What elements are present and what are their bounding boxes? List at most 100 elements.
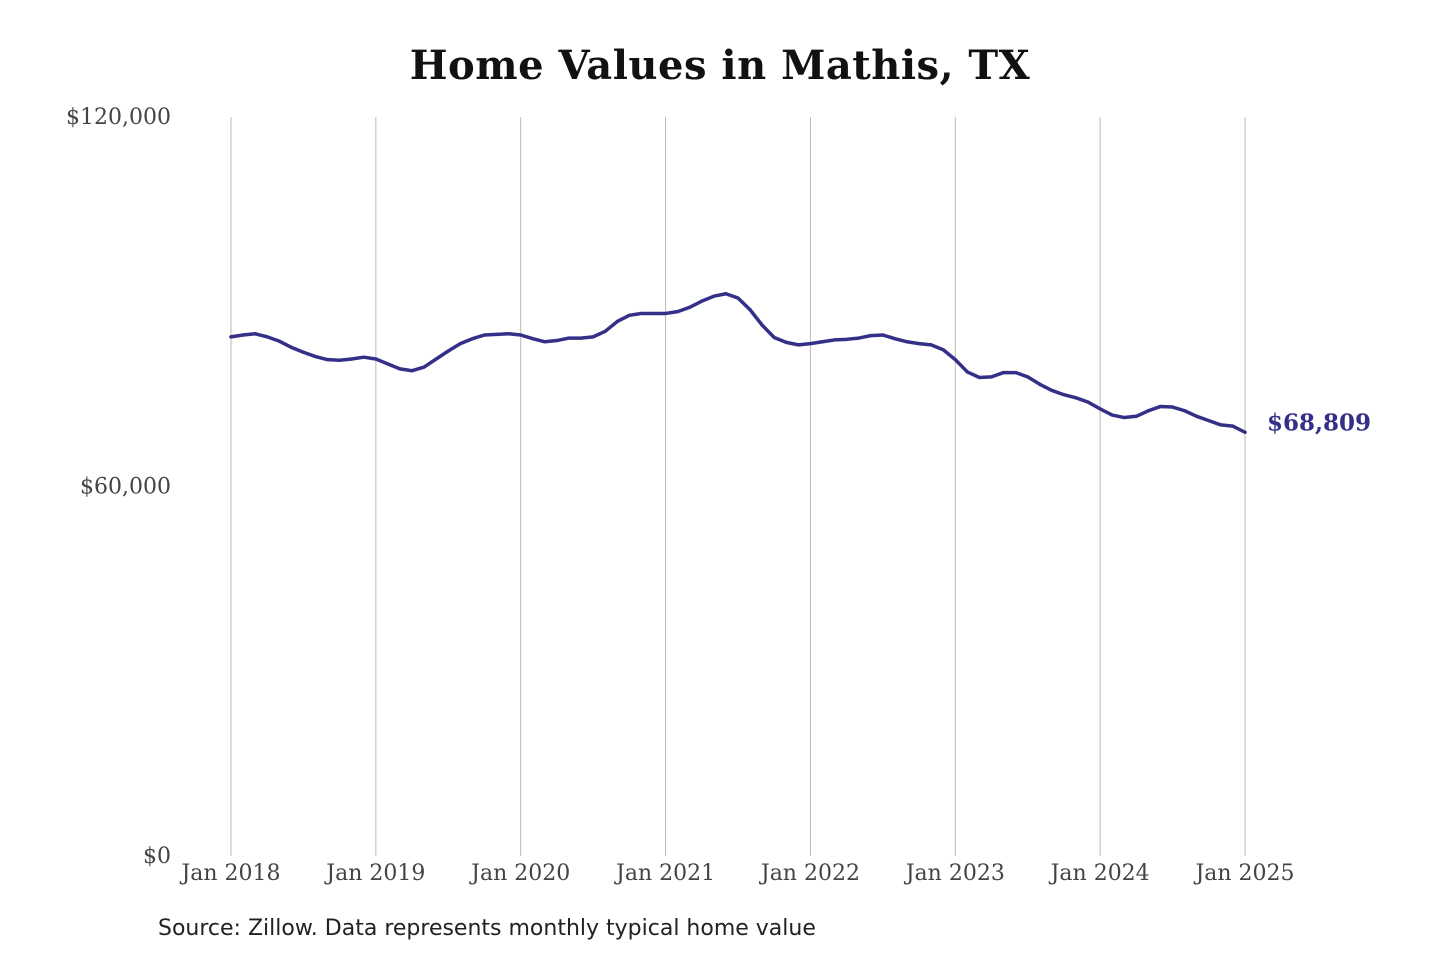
data-point — [688, 305, 692, 309]
data-point — [350, 357, 354, 361]
y-axis-tick-labels: $0 $60,000 $120,000 — [66, 105, 171, 869]
data-point — [494, 332, 499, 336]
series-line — [229, 291, 1247, 434]
data-point — [965, 370, 969, 374]
data-point — [579, 336, 583, 340]
data-point — [869, 334, 873, 338]
data-point — [941, 348, 945, 352]
data-point — [1231, 424, 1235, 428]
grid-lines — [230, 117, 1246, 856]
data-point — [977, 375, 982, 380]
data-point — [325, 358, 330, 362]
data-point — [615, 319, 619, 324]
data-point — [338, 358, 342, 362]
data-point — [1183, 409, 1187, 413]
data-point — [989, 375, 994, 379]
data-point — [676, 310, 680, 314]
data-point — [398, 367, 402, 371]
data-point — [507, 332, 511, 336]
data-point — [1038, 382, 1042, 386]
data-point — [446, 349, 450, 353]
data-point — [845, 337, 849, 341]
data-point — [519, 333, 523, 337]
data-point — [555, 338, 559, 343]
data-point — [808, 342, 813, 346]
data-point — [1026, 375, 1030, 379]
x-tick-label: Jan 2019 — [324, 861, 425, 886]
data-point — [301, 350, 306, 354]
data-point — [820, 340, 825, 344]
data-point — [1195, 414, 1199, 418]
data-point — [1134, 414, 1138, 418]
data-point — [700, 299, 704, 303]
data-point — [929, 343, 933, 347]
data-point — [289, 345, 293, 349]
data-point — [736, 296, 740, 300]
data-point — [796, 343, 800, 347]
data-point — [905, 340, 909, 344]
data-point — [1001, 370, 1006, 375]
data-point — [470, 337, 475, 341]
data-point — [627, 313, 631, 317]
data-point — [1062, 393, 1066, 397]
data-point — [1098, 407, 1102, 411]
data-point — [265, 335, 269, 339]
data-point — [760, 323, 764, 327]
x-tick-label: Jan 2020 — [469, 861, 570, 886]
last-value-label: $68,809 — [1267, 409, 1371, 436]
x-tick-label: Jan 2021 — [614, 861, 715, 886]
data-point — [1122, 415, 1126, 420]
data-point — [531, 337, 535, 341]
data-point — [881, 333, 885, 337]
data-point — [362, 355, 366, 359]
y-tick-label: $0 — [143, 844, 171, 869]
data-point — [917, 342, 921, 346]
data-point — [434, 357, 438, 361]
data-point — [639, 311, 644, 316]
data-point — [953, 358, 957, 362]
y-tick-label: $120,000 — [66, 105, 171, 130]
data-point — [1158, 404, 1163, 409]
x-axis-tick-labels: Jan 2018 Jan 2019 Jan 2020 Jan 2021 Jan 2022… — [179, 861, 1294, 886]
data-point — [1207, 419, 1211, 423]
data-point — [748, 308, 752, 312]
data-point — [1050, 388, 1054, 393]
data-point — [482, 333, 487, 337]
data-point — [1146, 409, 1151, 413]
data-point — [374, 357, 378, 361]
data-point — [663, 311, 668, 316]
data-point — [1086, 400, 1090, 404]
data-point — [241, 333, 245, 337]
data-point — [1014, 370, 1018, 375]
data-point — [1170, 405, 1175, 409]
x-tick-label: Jan 2023 — [904, 861, 1005, 886]
source-note: Source: Zillow. Data represents monthly … — [158, 916, 816, 941]
data-point — [313, 354, 318, 359]
data-point — [422, 365, 426, 369]
data-point — [1110, 413, 1114, 417]
y-tick-label: $60,000 — [80, 475, 171, 500]
chart-title: Home Values in Mathis, TX — [409, 42, 1031, 89]
data-point — [253, 332, 257, 336]
x-tick-label: Jan 2022 — [759, 861, 860, 886]
data-point — [567, 336, 571, 340]
data-points — [229, 292, 1247, 434]
data-point — [712, 294, 716, 298]
data-point — [229, 335, 233, 339]
x-tick-label: Jan 2024 — [1049, 861, 1150, 886]
data-point — [386, 362, 390, 366]
data-point — [857, 336, 861, 340]
data-point — [651, 311, 656, 316]
data-point — [277, 339, 281, 343]
series-layer — [229, 291, 1247, 434]
data-point — [772, 335, 776, 340]
data-point — [784, 340, 788, 344]
x-tick-label: Jan 2025 — [1193, 861, 1294, 886]
data-point — [832, 338, 837, 342]
data-point — [543, 340, 547, 344]
x-tick-label: Jan 2018 — [179, 861, 280, 886]
data-point — [591, 335, 595, 339]
data-point — [893, 337, 897, 341]
data-point — [724, 292, 728, 296]
